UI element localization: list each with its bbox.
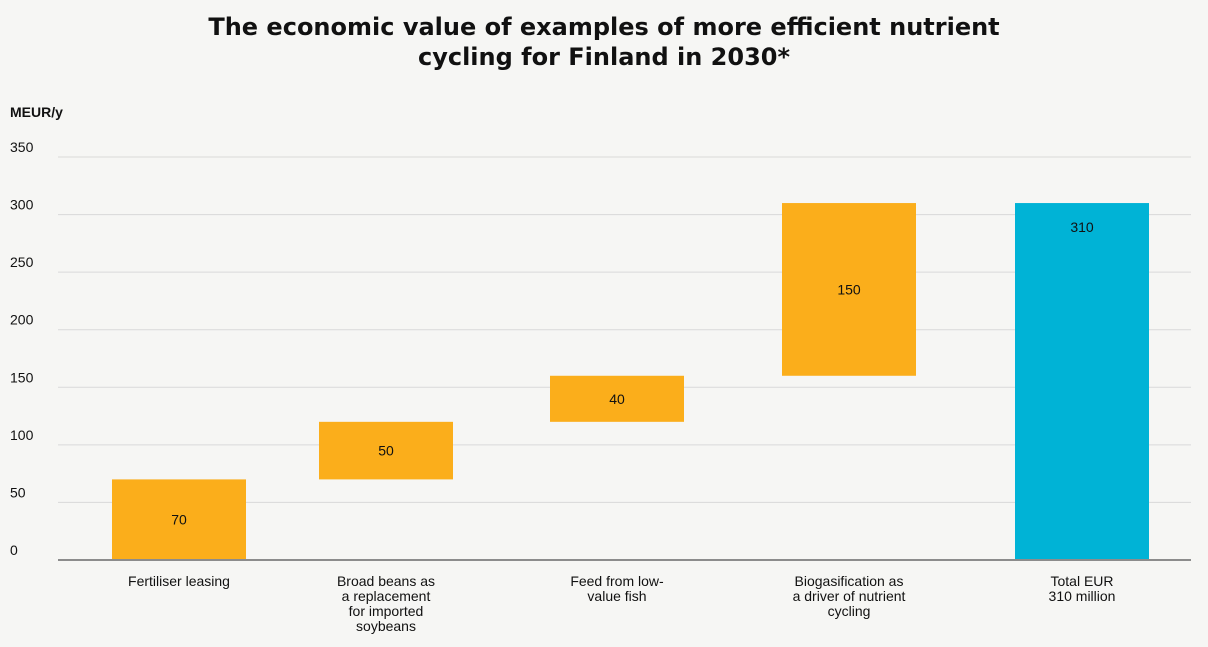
labels: MEUR/y 0 50 100 150 200 250 300 350 70 Fertiliser … (10, 104, 1115, 634)
bar-value-label: 70 (171, 512, 187, 528)
category-label: for imported (349, 603, 424, 619)
increment-bar (319, 421, 453, 480)
bars (112, 203, 1149, 561)
chart-title-line-2: cycling for Finland in 2030* (417, 43, 791, 71)
chart-title-line-1: The economic value of examples of more e… (208, 13, 1000, 41)
category-label: Feed from low- (570, 573, 664, 589)
increment-bar (782, 203, 916, 376)
y-tick-label: 300 (10, 197, 34, 213)
bar-value-label: 50 (378, 443, 394, 459)
category-label: cycling (828, 603, 871, 619)
y-tick-label: 50 (10, 484, 26, 500)
category-label: soybeans (356, 618, 416, 634)
y-axis-unit-label: MEUR/y (10, 104, 63, 120)
increment-bar (550, 375, 684, 422)
category-label: 310 million (1049, 588, 1116, 604)
chart-title: The economic value of examples of more e… (0, 12, 1208, 72)
category-label: Biogasification as (795, 573, 904, 589)
category-label: Broad beans as (337, 573, 435, 589)
y-tick-label: 200 (10, 312, 34, 328)
bar-value-label: 150 (837, 281, 861, 297)
y-tick-label: 0 (10, 542, 18, 558)
bar-value-label: 310 (1070, 219, 1094, 235)
total-bar (1015, 203, 1149, 561)
category-label: value fish (587, 588, 646, 604)
category-label: Total EUR (1050, 573, 1113, 589)
y-tick-label: 250 (10, 254, 34, 270)
category-label: a replacement (342, 588, 431, 604)
increment-bar (112, 479, 246, 560)
bar-value-label: 40 (609, 391, 625, 407)
y-tick-label: 350 (10, 139, 34, 155)
y-tick-label: 100 (10, 427, 34, 443)
category-label: Fertiliser leasing (128, 573, 230, 589)
category-label: a driver of nutrient (793, 588, 906, 604)
y-tick-label: 150 (10, 369, 34, 385)
